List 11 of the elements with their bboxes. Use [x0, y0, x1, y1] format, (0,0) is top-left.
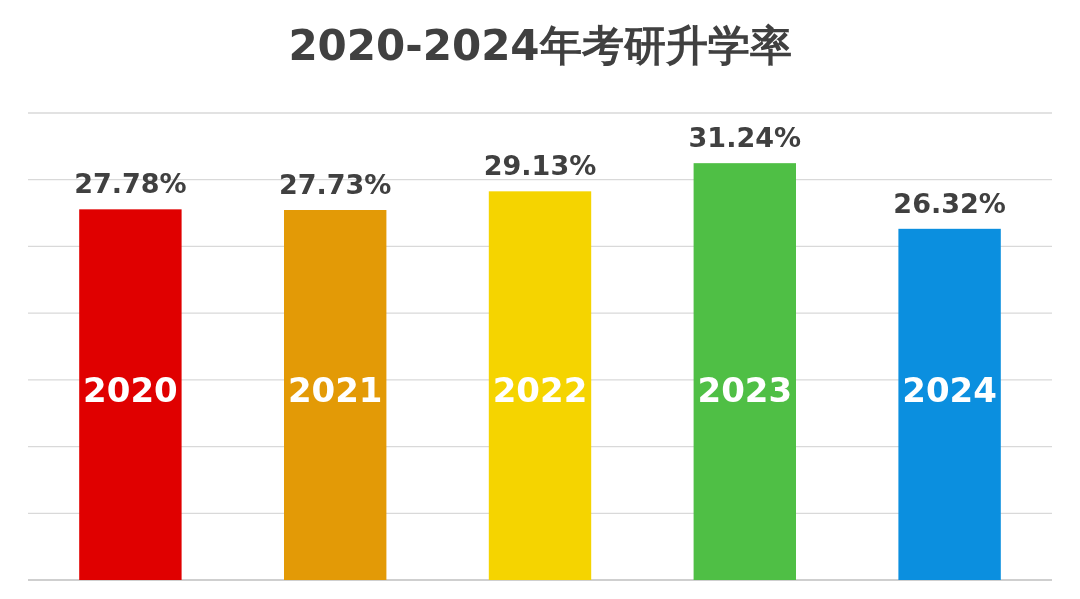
data-label: 27.73%: [278, 169, 392, 200]
title: 2020-2024年考研升学率: [288, 21, 792, 70]
x-tick-label: 2023: [697, 370, 793, 410]
x-tick-label: 2022: [492, 370, 588, 410]
x-tick-label: 2020: [83, 370, 178, 410]
data-label: 27.78%: [74, 168, 187, 200]
data-label: 29.13%: [483, 150, 597, 182]
data-label: 31.24%: [688, 122, 802, 154]
x-tick-label: 2024: [902, 370, 997, 410]
data-label: 26.32%: [893, 187, 1006, 219]
x-tick-label: 2021: [287, 370, 383, 410]
